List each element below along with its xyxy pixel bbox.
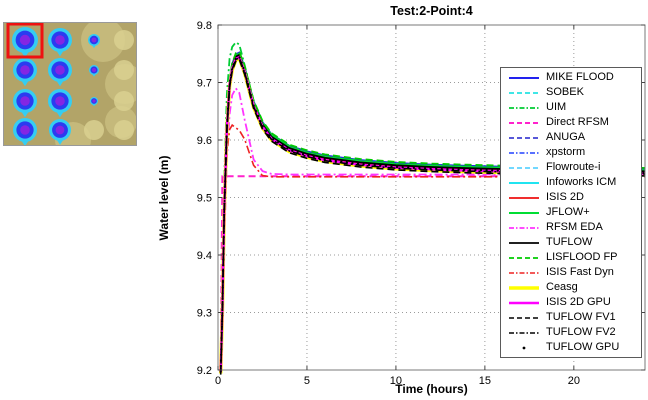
legend-label: ANUGA <box>546 131 586 143</box>
legend-line-sample <box>509 196 539 199</box>
depth-blob-core <box>20 125 30 135</box>
legend-item: ISIS 2D <box>508 191 641 205</box>
legend-line-sample <box>509 76 539 79</box>
legend-item: SOBEK <box>508 86 641 100</box>
y-tick-label: 9.2 <box>197 365 212 377</box>
legend-line-sample <box>509 301 539 304</box>
legend-item: ISIS 2D GPU <box>508 296 641 310</box>
legend-line-sample <box>509 226 539 229</box>
legend-line-sample <box>509 256 539 259</box>
legend-line-sample <box>509 121 539 124</box>
depth-blob-core <box>20 65 30 75</box>
legend-label: ISIS 2D GPU <box>546 296 611 308</box>
legend-label: TUFLOW FV2 <box>546 326 616 338</box>
legend-item: Direct RFSM <box>508 116 641 130</box>
legend-label: LISFLOOD FP <box>546 251 618 263</box>
legend-item: Flowroute-i <box>508 161 641 175</box>
legend-line-sample <box>522 346 526 349</box>
terrain-light-patch <box>84 120 104 140</box>
terrain-light-patch <box>114 60 134 80</box>
inset-map <box>3 22 137 146</box>
legend-item: RFSM EDA <box>508 221 641 235</box>
x-tick-label: 15 <box>479 375 491 387</box>
legend-line-sample <box>509 316 539 319</box>
legend-item: UIM <box>508 101 641 115</box>
depth-blob-core <box>55 65 65 75</box>
legend-label: ISIS 2D <box>546 191 584 203</box>
series-tuflow-fv2 <box>219 56 646 373</box>
legend-line-sample <box>509 106 539 109</box>
legend-line-sample <box>509 136 539 139</box>
legend-item: MIKE FLOOD <box>508 71 641 85</box>
x-tick-label: 10 <box>390 375 402 387</box>
legend-item: TUFLOW <box>508 236 641 250</box>
legend-item: Infoworks ICM <box>508 176 641 190</box>
series-rfsm-eda <box>219 86 645 371</box>
y-axis-label: Water level (m) <box>157 156 171 241</box>
legend-label: Flowroute-i <box>546 161 601 173</box>
legend-dot-marker <box>522 346 526 349</box>
chart-legend: MIKE FLOOD SOBEK UIM Direct RFSM ANUGA xpstor… <box>500 67 642 358</box>
legend-line-sample <box>509 181 539 184</box>
legend-label: TUFLOW <box>546 236 593 248</box>
legend-item: ANUGA <box>508 131 641 145</box>
series-isis-fast-dyn <box>219 123 645 371</box>
inset-border <box>3 22 137 146</box>
legend-item: TUFLOW FV2 <box>508 326 641 340</box>
depth-blob-core <box>55 125 65 135</box>
legend-label: TUFLOW GPU <box>546 341 620 353</box>
x-axis-label: Time (hours) <box>395 382 467 396</box>
terrain-light-area <box>81 22 125 62</box>
legend-item: TUFLOW GPU <box>508 341 641 355</box>
legend-line-sample <box>509 151 539 154</box>
depth-blob-core <box>55 35 65 45</box>
depth-blob-core <box>55 96 65 106</box>
y-tick-label: 9.8 <box>197 20 212 32</box>
terrain-light-patch <box>114 91 134 111</box>
legend-item: TUFLOW FV1 <box>508 311 641 325</box>
depth-blob-core <box>92 68 96 72</box>
legend-label: UIM <box>546 101 567 113</box>
legend-label: MIKE FLOOD <box>546 71 614 83</box>
y-tick-label: 9.3 <box>197 308 212 320</box>
legend-line-sample <box>509 285 539 290</box>
x-tick-label: 5 <box>304 375 310 387</box>
legend-label: TUFLOW FV1 <box>546 311 616 323</box>
legend-item: Ceasg <box>508 281 641 295</box>
x-tick-label: 20 <box>568 375 580 387</box>
y-tick-label: 9.7 <box>197 78 212 90</box>
y-tick-label: 9.4 <box>197 250 212 262</box>
legend-line-sample <box>509 271 539 274</box>
legend-line-sample <box>509 241 539 244</box>
legend-item: JFLOW+ <box>508 206 641 220</box>
terrain-light-patch <box>114 120 134 140</box>
legend-item: LISFLOOD FP <box>508 251 641 265</box>
legend-line-sample <box>509 91 539 94</box>
legend-line-sample <box>509 331 539 334</box>
legend-label: xpstorm <box>546 146 586 158</box>
depth-blob-core <box>20 96 30 106</box>
y-tick-label: 9.5 <box>197 193 212 205</box>
y-tick-label: 9.6 <box>197 135 212 147</box>
terrain-light-patch <box>114 30 134 50</box>
legend-label: SOBEK <box>546 86 584 98</box>
depth-blob-core <box>91 37 97 43</box>
highlight-box <box>6 22 44 59</box>
legend-item: xpstorm <box>508 146 641 160</box>
legend-label: Ceasg <box>546 281 578 293</box>
legend-label: Infoworks ICM <box>546 176 617 188</box>
legend-label: ISIS Fast Dyn <box>546 266 614 278</box>
legend-label: RFSM EDA <box>546 221 603 233</box>
legend-item: ISIS Fast Dyn <box>508 266 641 280</box>
x-tick-label: 0 <box>215 375 221 387</box>
depth-blob-core <box>19 34 31 46</box>
chart-title: Test:2-Point:4 <box>390 4 472 18</box>
legend-label: JFLOW+ <box>546 206 590 218</box>
depth-blob-core <box>92 99 96 103</box>
legend-line-sample <box>509 166 539 169</box>
legend-label: Direct RFSM <box>546 116 609 128</box>
legend-line-sample <box>509 211 539 214</box>
series-direct-rfsm <box>219 175 645 371</box>
